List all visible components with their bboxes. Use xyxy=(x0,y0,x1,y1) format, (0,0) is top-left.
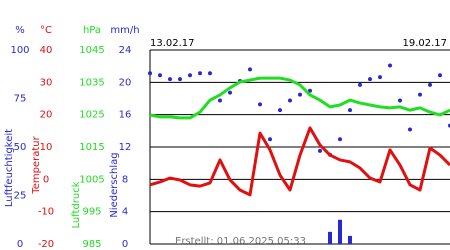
y-tick-label: 0 xyxy=(122,239,128,250)
y-tick-label: -20 xyxy=(38,239,54,250)
precip-bar xyxy=(328,231,332,244)
data-point xyxy=(408,127,412,132)
series-line xyxy=(149,76,450,120)
y-tick-label: 0 xyxy=(43,174,49,185)
y-tick-label: 1035 xyxy=(79,77,104,88)
data-point xyxy=(208,71,212,76)
data-point xyxy=(258,102,262,107)
data-point xyxy=(148,71,152,76)
y-tick-label: 100 xyxy=(10,45,29,56)
y-tick-label: 30 xyxy=(40,77,53,88)
y-tick-label: 40 xyxy=(40,45,53,56)
axis-name: Luftdruck xyxy=(71,181,82,228)
data-point xyxy=(228,90,232,95)
footer: Erstellt: 01.06.2025 05:33 xyxy=(175,236,306,247)
axis-name: Temperatur xyxy=(31,135,42,194)
axis-name: Luftfeuchtigkeit xyxy=(4,129,15,207)
y-tick-label: 1015 xyxy=(79,142,104,153)
series-line xyxy=(149,126,450,197)
data-point xyxy=(418,92,422,97)
axis-unit: % xyxy=(15,25,25,36)
data-point xyxy=(388,63,392,68)
data-point xyxy=(368,77,372,82)
y-tick-label: -10 xyxy=(38,207,54,218)
y-tick-label: 4 xyxy=(122,207,128,218)
start-date: 13.02.17 xyxy=(150,38,195,49)
y-tick-label: 8 xyxy=(122,174,128,185)
data-point xyxy=(398,98,402,103)
y-tick-label: 985 xyxy=(82,239,101,250)
data-point xyxy=(268,137,272,142)
y-tick-label: 0 xyxy=(17,239,23,250)
data-point xyxy=(308,88,312,93)
data-point xyxy=(298,92,302,97)
y-tick-label: 75 xyxy=(14,94,27,105)
data-point xyxy=(178,77,182,82)
data-point xyxy=(288,98,292,103)
y-tick-label: 20 xyxy=(40,110,53,121)
data-point xyxy=(348,108,352,113)
precip-bar xyxy=(348,235,352,244)
y-tick-label: 25 xyxy=(14,191,27,202)
data-point xyxy=(358,82,362,87)
data-point xyxy=(278,108,282,113)
data-point xyxy=(248,67,252,72)
axis-unit: mm/h xyxy=(110,25,139,36)
data-point xyxy=(188,73,192,78)
data-point xyxy=(338,137,342,142)
y-tick-label: 12 xyxy=(119,142,132,153)
y-tick-label: 1025 xyxy=(79,110,104,121)
y-tick-label: 50 xyxy=(14,142,27,153)
data-point xyxy=(378,75,382,80)
data-point xyxy=(428,82,432,87)
data-point xyxy=(438,73,442,78)
axis-name: Niederschlag xyxy=(109,152,120,217)
y-tick-label: 10 xyxy=(40,142,53,153)
data-point xyxy=(158,73,162,78)
axis-unit: hPa xyxy=(83,25,101,36)
y-tick-label: 20 xyxy=(119,77,132,88)
data-point xyxy=(168,77,172,82)
y-tick-label: 16 xyxy=(119,110,132,121)
y-tick-label: 995 xyxy=(82,207,101,218)
axis-unit: °C xyxy=(40,25,52,36)
data-point xyxy=(218,98,222,103)
data-point xyxy=(198,71,202,76)
y-tick-label: 1005 xyxy=(79,174,104,185)
y-tick-label: 24 xyxy=(119,45,132,56)
y-tick-label: 1045 xyxy=(79,45,104,56)
precip-bar xyxy=(338,219,342,244)
data-point xyxy=(318,148,322,153)
end-date: 19.02.17 xyxy=(402,38,447,49)
